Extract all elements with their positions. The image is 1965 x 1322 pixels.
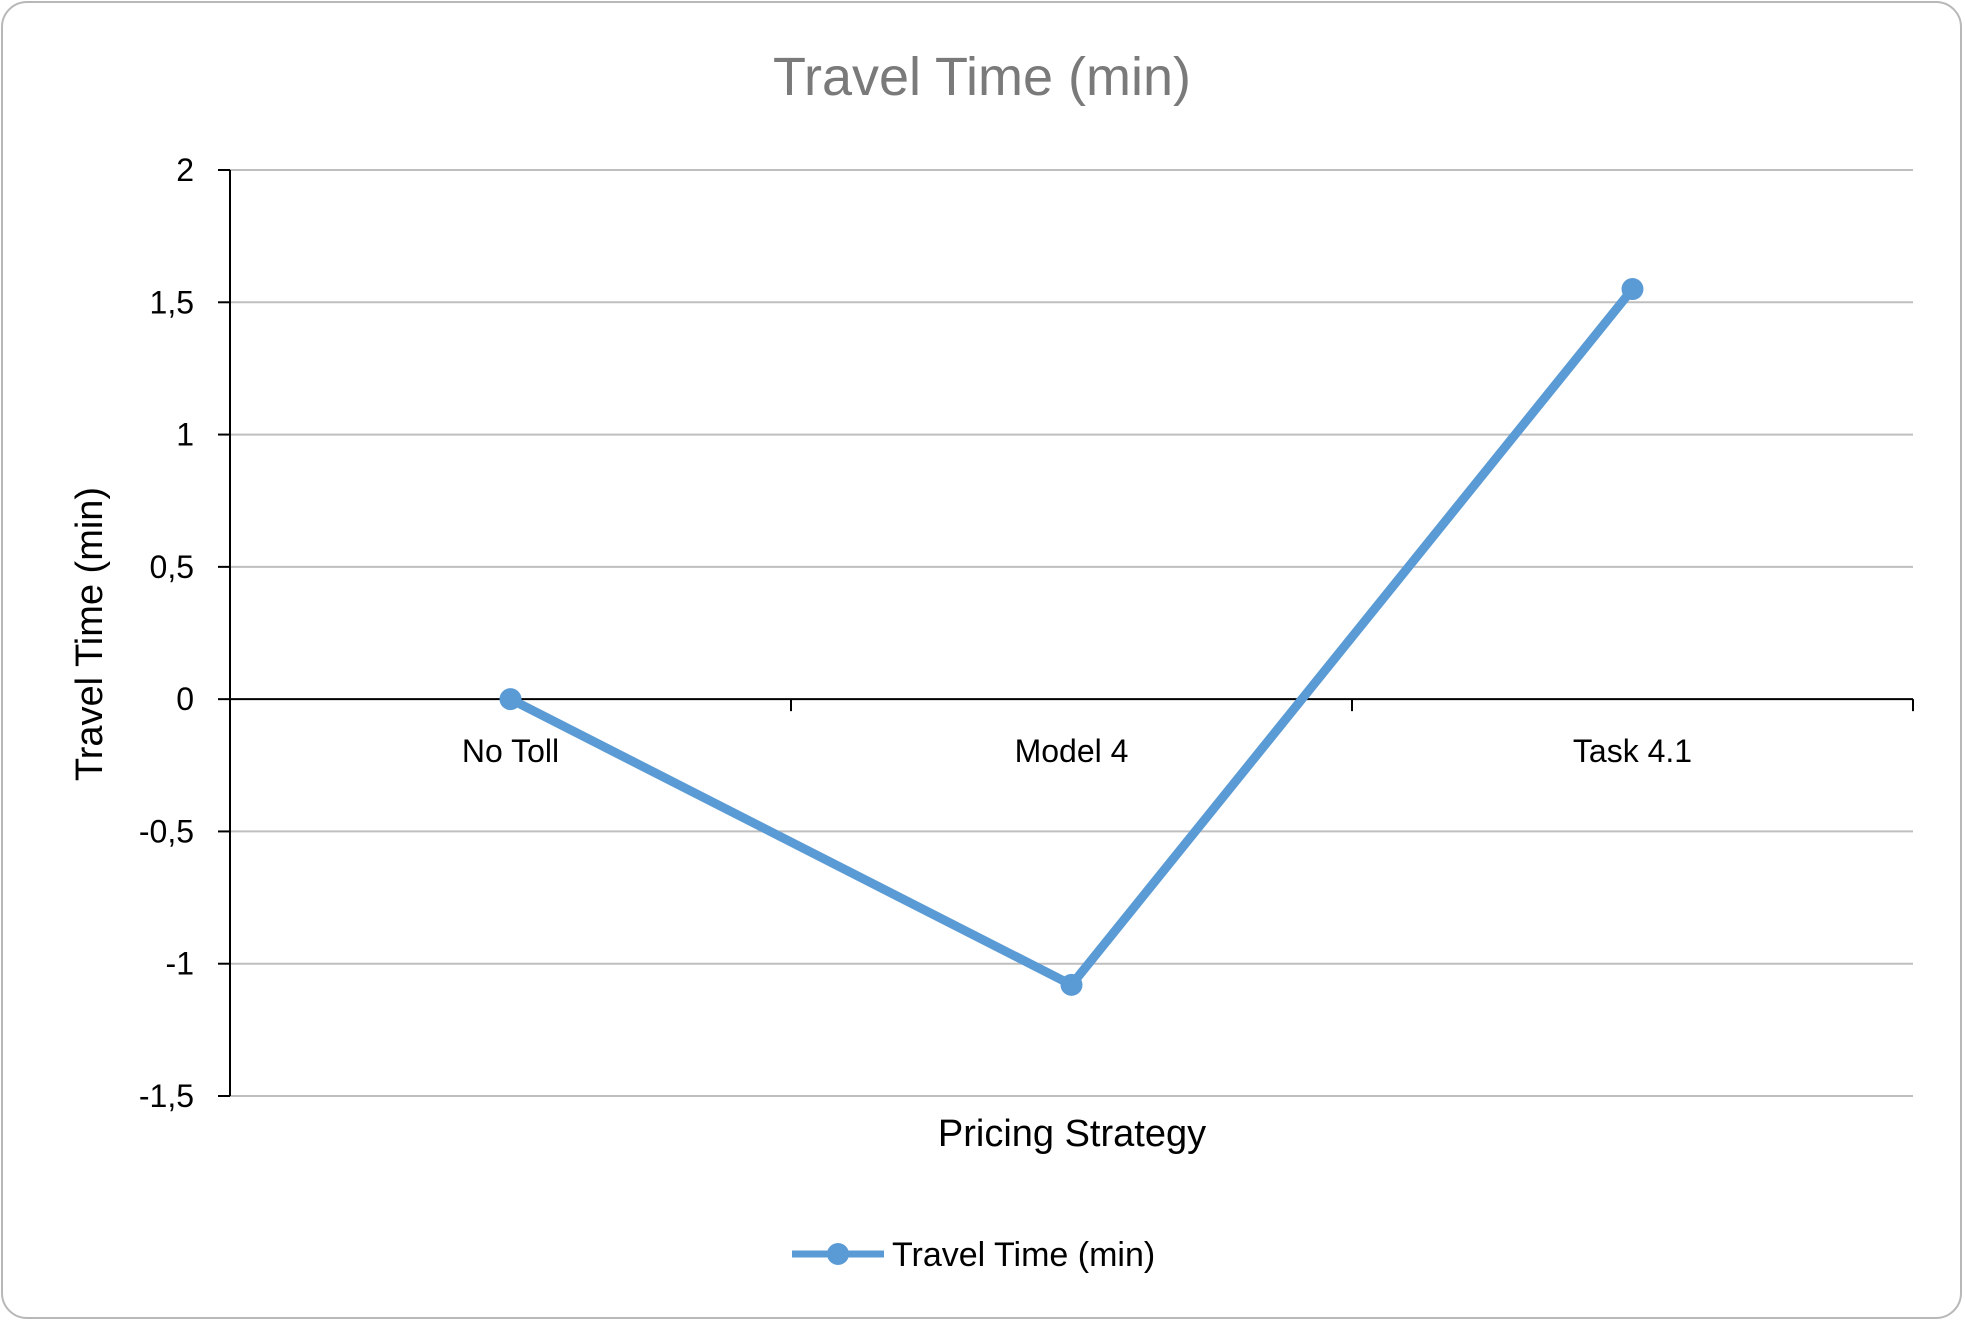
x-tick-label: Model 4	[1015, 733, 1129, 769]
y-axis-ticks: 2 1,5 1 0,5 0 -0,5 -1 -1,5	[139, 152, 230, 1114]
data-point	[499, 688, 522, 711]
y-axis-title: Travel Time (min)	[69, 487, 111, 781]
y-tick-label: 2	[176, 152, 194, 188]
data-point	[1060, 973, 1083, 996]
chart-title: Travel Time (min)	[773, 47, 1191, 107]
x-tick-label: Task 4.1	[1573, 733, 1692, 769]
x-axis-title: Pricing Strategy	[938, 1113, 1206, 1155]
x-axis-ticks: No Toll Model 4 Task 4.1	[229, 699, 1914, 769]
data-point	[1621, 278, 1644, 301]
legend-marker-swatch	[827, 1243, 849, 1265]
series-line	[506, 284, 1637, 990]
y-tick-label: 1,5	[150, 284, 194, 320]
legend: Travel Time (min)	[792, 1236, 1155, 1274]
y-tick-label: -1,5	[139, 1078, 194, 1114]
gridlines	[230, 169, 1913, 1097]
legend-label: Travel Time (min)	[892, 1236, 1155, 1274]
x-tick-label: No Toll	[462, 733, 559, 769]
y-tick-label: 0,5	[150, 549, 194, 585]
y-tick-label: 1	[176, 417, 194, 453]
y-tick-label: -0,5	[139, 813, 194, 849]
series-travel-time	[499, 278, 1644, 996]
y-tick-label: -1	[166, 946, 194, 982]
y-tick-label: 0	[176, 681, 194, 717]
